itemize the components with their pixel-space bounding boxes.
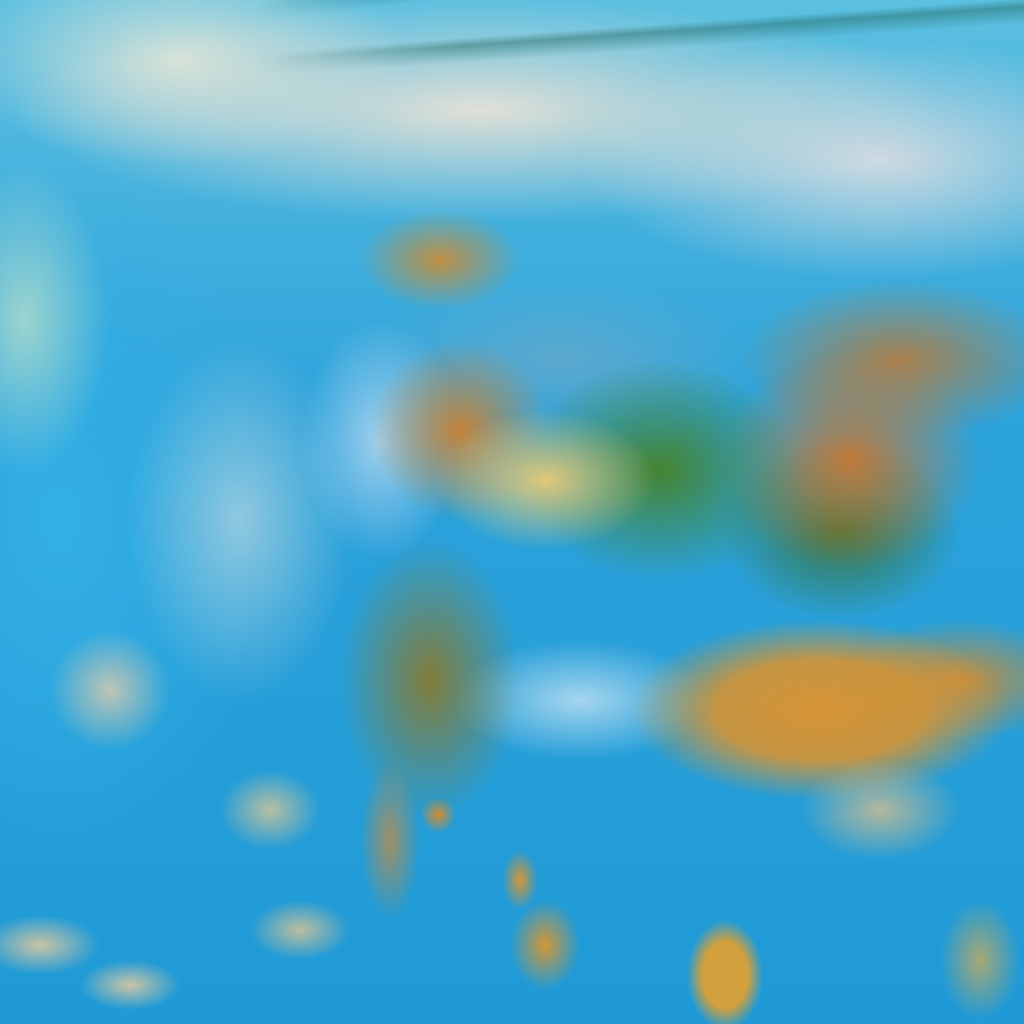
scattered-cloud-cells [0, 0, 1024, 1024]
satellite-image [0, 0, 1024, 1024]
